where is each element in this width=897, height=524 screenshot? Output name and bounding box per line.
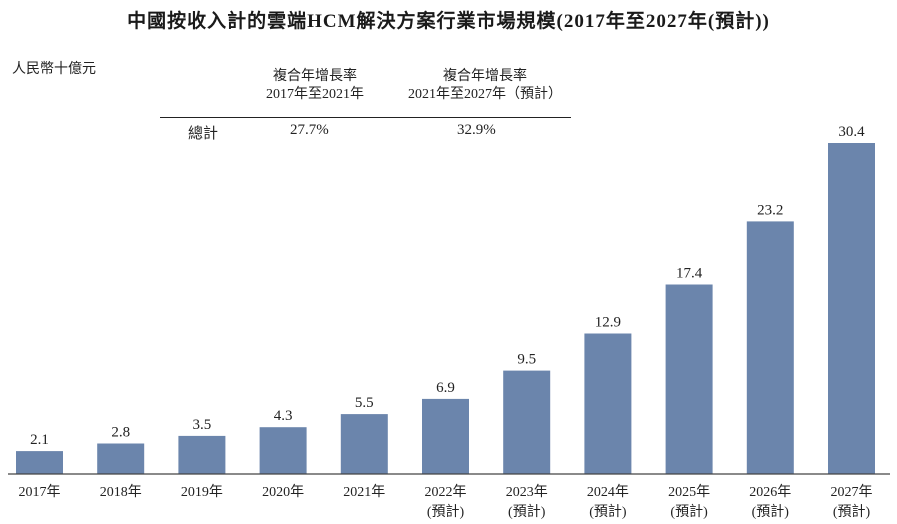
bar-10 bbox=[828, 143, 875, 474]
bar-value-label-6: 9.5 bbox=[517, 352, 536, 368]
x-tick-label-9: 2026年 bbox=[749, 484, 791, 500]
bar-value-label-2: 3.5 bbox=[193, 417, 212, 433]
cagr-value-2017-2021: 27.7% bbox=[290, 122, 329, 138]
cagr-header-2017-2021: 複合年增長率 2017年至2021年 bbox=[230, 68, 400, 104]
x-tick-label-0: 2017年 bbox=[19, 484, 61, 500]
cagr-header-2021-2027-line1: 複合年增長率 bbox=[443, 69, 527, 84]
bar-value-label-9: 23.2 bbox=[757, 202, 783, 218]
bar-8 bbox=[665, 284, 713, 474]
bar-3 bbox=[259, 427, 307, 474]
cagr-table-rule bbox=[160, 117, 571, 118]
bar-2 bbox=[178, 435, 226, 474]
x-tick-label-7-line2: (預計) bbox=[589, 504, 627, 520]
x-tick-label-2: 2019年 bbox=[181, 484, 223, 500]
bar-value-label-8: 17.4 bbox=[676, 266, 703, 282]
bar-value-label-5: 6.9 bbox=[436, 380, 455, 396]
cagr-header-2017-2021-line1: 複合年增長率 bbox=[273, 69, 357, 84]
cagr-header-2021-2027: 複合年增長率 2021年至2027年（預計） bbox=[385, 68, 585, 104]
bar-7 bbox=[584, 333, 632, 474]
cagr-row-label: 總計 bbox=[188, 126, 219, 142]
x-tick-label-6-line2: (預計) bbox=[508, 504, 546, 520]
bar-9 bbox=[746, 221, 794, 474]
bar-1 bbox=[97, 443, 145, 474]
x-tick-label-6: 2023年 bbox=[506, 484, 548, 500]
cagr-header-2021-2027-line2: 2021年至2027年（預計） bbox=[408, 87, 562, 102]
x-tick-label-7: 2024年 bbox=[587, 484, 629, 500]
bar-value-label-0: 2.1 bbox=[30, 432, 49, 448]
bar-0 bbox=[16, 451, 63, 474]
x-tick-label-9-line2: (預計) bbox=[752, 504, 790, 520]
bar-value-label-10: 30.4 bbox=[838, 124, 865, 140]
x-tick-label-3: 2020年 bbox=[262, 484, 304, 500]
x-tick-label-4: 2021年 bbox=[343, 484, 385, 500]
bar-value-label-4: 5.5 bbox=[355, 395, 374, 411]
bar-value-label-7: 12.9 bbox=[595, 315, 621, 331]
x-tick-label-10-line2: (預計) bbox=[833, 504, 871, 520]
bar-6 bbox=[503, 370, 551, 474]
chart-title: 中國按收入計的雲端HCM解決方案行業市場規模(2017年至2027年(預計)) bbox=[127, 11, 770, 32]
bar-4 bbox=[340, 414, 388, 474]
x-tick-label-5: 2022年 bbox=[425, 484, 467, 500]
x-tick-label-1: 2018年 bbox=[100, 484, 142, 500]
cagr-header-2017-2021-line2: 2017年至2021年 bbox=[266, 87, 364, 102]
bar-5 bbox=[422, 398, 469, 474]
x-tick-label-5-line2: (預計) bbox=[427, 504, 465, 520]
bar-value-label-1: 2.8 bbox=[111, 425, 130, 441]
x-tick-label-8-line2: (預計) bbox=[670, 504, 708, 520]
x-tick-label-8: 2025年 bbox=[668, 484, 710, 500]
cagr-value-2021-2027: 32.9% bbox=[457, 122, 496, 138]
bar-value-label-3: 4.3 bbox=[274, 408, 293, 424]
x-tick-label-10: 2027年 bbox=[831, 484, 873, 500]
unit-label: 人民幣十億元 bbox=[12, 62, 96, 77]
